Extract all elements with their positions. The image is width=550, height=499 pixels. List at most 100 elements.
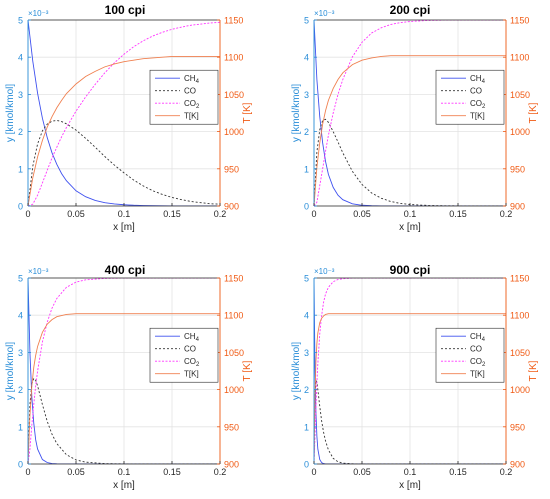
x-tick-label: 0.15 bbox=[449, 209, 467, 219]
y-left-exponent: ×10⁻³ bbox=[28, 267, 49, 276]
legend: CH4 CO CO2 T[K] bbox=[149, 327, 219, 383]
y-right-tick-label: 1000 bbox=[510, 385, 530, 395]
x-tick-label: 0.2 bbox=[500, 467, 513, 477]
y-left-axis-label: y [kmol/kmol] bbox=[291, 342, 302, 401]
x-tick-label: 0.1 bbox=[404, 209, 417, 219]
y-right-tick-label: 900 bbox=[224, 460, 239, 470]
y-right-tick-label: 1150 bbox=[224, 16, 243, 26]
y-right-tick-label: 1100 bbox=[224, 53, 243, 63]
x-tick-label: 0.2 bbox=[500, 209, 513, 219]
x-tick-label: 0.1 bbox=[118, 209, 131, 219]
y-right-tick-label: 950 bbox=[510, 164, 525, 174]
y-right-tick-label: 1000 bbox=[224, 385, 244, 395]
legend-label: T[K] bbox=[184, 370, 199, 379]
x-axis-label: x [m] bbox=[113, 480, 135, 491]
x-tick-label: 0 bbox=[311, 209, 316, 219]
x-tick-label: 0.15 bbox=[163, 209, 181, 219]
y-left-tick-label: 5 bbox=[18, 274, 23, 284]
series-line-t bbox=[28, 313, 220, 464]
y-left-tick-label: 4 bbox=[18, 311, 23, 321]
y-right-tick-label: 1000 bbox=[224, 127, 244, 137]
legend: CH4 CO CO2 T[K] bbox=[149, 69, 219, 125]
x-axis-label: x [m] bbox=[113, 222, 135, 233]
y-right-tick-label: 1150 bbox=[224, 274, 243, 284]
y-left-tick-label: 1 bbox=[304, 164, 309, 174]
x-tick-label: 0 bbox=[25, 467, 30, 477]
y-right-tick-label: 1100 bbox=[510, 311, 529, 321]
y-right-tick-label: 900 bbox=[510, 202, 525, 212]
x-tick-label: 0.1 bbox=[404, 467, 417, 477]
legend-label: CH4 bbox=[470, 332, 486, 343]
y-left-axis-label: y [kmol/kmol] bbox=[5, 84, 16, 143]
series-line-t bbox=[314, 55, 506, 206]
legend-label: CO bbox=[470, 345, 482, 354]
legend-box bbox=[435, 327, 505, 383]
y-left-tick-label: 0 bbox=[304, 202, 309, 212]
x-tick-label: 0 bbox=[311, 467, 316, 477]
legend-label-subscript: 4 bbox=[482, 79, 486, 85]
y-left-tick-label: 0 bbox=[304, 460, 309, 470]
y-left-tick-label: 5 bbox=[304, 274, 309, 284]
panel-400-cpi: 400 cpi 0 0.05 0.1 0.15 0.2 x [m] 0 1 2 3 4 5 y [kmo… bbox=[5, 263, 253, 491]
y-right-tick-label: 1100 bbox=[224, 311, 243, 321]
y-right-tick-label: 1050 bbox=[510, 90, 530, 100]
legend-label: T[K] bbox=[184, 112, 199, 121]
legend-box bbox=[149, 327, 219, 383]
y-left-exponent: ×10⁻³ bbox=[28, 9, 49, 18]
y-right-tick-label: 900 bbox=[224, 202, 239, 212]
legend-label-subscript: 4 bbox=[482, 337, 486, 343]
x-axis-label: x [m] bbox=[399, 222, 421, 233]
y-left-axis-label: y [kmol/kmol] bbox=[291, 84, 302, 143]
y-left-exponent: ×10⁻³ bbox=[314, 9, 335, 18]
y-left-tick-label: 4 bbox=[304, 311, 309, 321]
panel-200-cpi: 200 cpi 0 0.05 0.1 0.15 0.2 x [m] 0 1 2 3 4 5 y [kmo… bbox=[291, 3, 539, 233]
legend-label-subscript: 2 bbox=[196, 362, 200, 368]
x-tick-label: 0.15 bbox=[449, 467, 467, 477]
panel-title: 100 cpi bbox=[105, 3, 146, 17]
y-left-tick-label: 2 bbox=[18, 385, 23, 395]
y-left-tick-label: 3 bbox=[304, 348, 309, 358]
x-tick-label: 0.05 bbox=[353, 209, 371, 219]
y-left-tick-label: 4 bbox=[18, 53, 23, 63]
x-tick-label: 0.05 bbox=[67, 467, 85, 477]
y-right-tick-label: 1100 bbox=[510, 53, 529, 63]
y-right-tick-label: 950 bbox=[224, 164, 239, 174]
y-left-tick-label: 5 bbox=[18, 16, 23, 26]
y-right-axis-label: T [K] bbox=[528, 360, 539, 381]
legend-label: T[K] bbox=[470, 112, 485, 121]
legend-label: CO2 bbox=[184, 99, 200, 110]
y-left-tick-label: 3 bbox=[18, 348, 23, 358]
y-right-tick-label: 1150 bbox=[510, 274, 529, 284]
legend-label: CH4 bbox=[184, 332, 200, 343]
legend-label: CO bbox=[184, 345, 196, 354]
panel-100-cpi: 100 cpi 0 0.05 0.1 0.15 0.2 x [m] 0 1 2 3 4 5 y [kmo… bbox=[5, 3, 253, 233]
y-left-tick-label: 0 bbox=[18, 460, 23, 470]
x-tick-label: 0.1 bbox=[118, 467, 131, 477]
y-left-tick-label: 2 bbox=[304, 385, 309, 395]
x-tick-label: 0.2 bbox=[214, 209, 227, 219]
y-right-tick-label: 900 bbox=[510, 460, 525, 470]
series-line-t bbox=[314, 313, 506, 464]
legend-label: CH4 bbox=[470, 74, 486, 85]
legend-label-subscript: 4 bbox=[196, 337, 200, 343]
legend-label: CO2 bbox=[470, 99, 486, 110]
y-left-tick-label: 1 bbox=[304, 422, 309, 432]
panel-900-cpi: 900 cpi 0 0.05 0.1 0.15 0.2 x [m] 0 1 2 3 4 5 y [kmo… bbox=[291, 263, 539, 491]
series-line-co2 bbox=[314, 20, 506, 206]
y-left-axis-label: y [kmol/kmol] bbox=[5, 342, 16, 401]
y-left-tick-label: 4 bbox=[304, 53, 309, 63]
y-right-tick-label: 950 bbox=[510, 422, 525, 432]
y-left-tick-label: 0 bbox=[18, 202, 23, 212]
y-left-tick-label: 5 bbox=[304, 16, 309, 26]
legend-box bbox=[435, 69, 505, 125]
y-right-axis-label: T [K] bbox=[242, 360, 253, 381]
series-line-t bbox=[28, 56, 220, 206]
y-left-tick-label: 1 bbox=[18, 164, 23, 174]
legend-label: CO bbox=[184, 87, 196, 96]
legend-label: CO bbox=[470, 87, 482, 96]
y-left-tick-label: 3 bbox=[304, 90, 309, 100]
series-line-co2 bbox=[28, 21, 220, 206]
x-tick-label: 0.05 bbox=[353, 467, 371, 477]
legend-label-subscript: 2 bbox=[482, 104, 486, 110]
